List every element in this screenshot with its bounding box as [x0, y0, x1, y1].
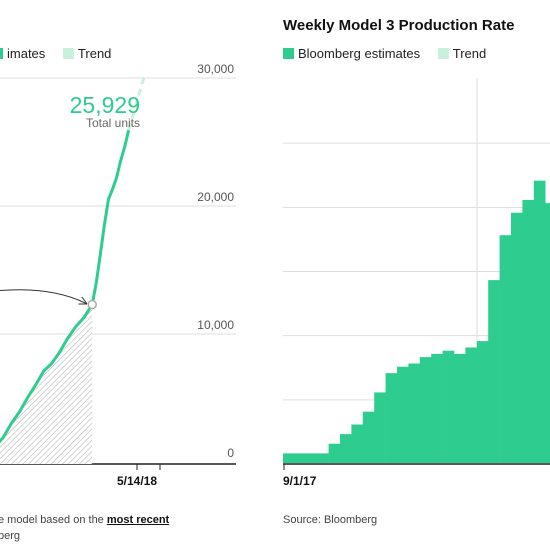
weekly-bar	[328, 443, 341, 463]
right-source: Source: Bloomberg	[283, 514, 378, 526]
estimates-line	[0, 129, 131, 444]
legend-label-trend: Trend	[77, 46, 112, 61]
weekly-bar	[283, 453, 295, 463]
weekly-bar	[408, 363, 421, 463]
weekly-bar	[317, 453, 329, 463]
trend-swatch	[437, 48, 449, 59]
weekly-bar	[431, 353, 443, 463]
weekly-bar	[511, 212, 523, 463]
right-x-tick-label: 9/1/17	[283, 474, 317, 488]
left-y-tick-label: 10,000	[197, 318, 234, 332]
past-hatched-area	[0, 304, 93, 464]
weekly-bar	[476, 341, 489, 463]
right-chart-title: Weekly Model 3 Production Rate	[283, 17, 515, 34]
weekly-bar	[419, 357, 432, 463]
left-y-tick-label: 0	[227, 446, 234, 460]
legend-item-estimates: imates	[0, 46, 45, 61]
left-y-tick-label: 30,000	[197, 62, 234, 76]
weekly-bar	[397, 366, 409, 463]
legend-item-trend: Trend	[62, 46, 112, 61]
trend-swatch	[62, 48, 74, 59]
weekly-bar	[442, 350, 455, 463]
weekly-bar	[522, 199, 535, 463]
weekly-bar	[465, 347, 478, 463]
marker-point	[87, 299, 97, 310]
legend-label-trend: Trend	[452, 46, 487, 61]
weekly-bar	[305, 453, 318, 463]
left-y-tick-label: 20,000	[197, 190, 234, 204]
estimates-swatch	[0, 48, 3, 59]
weekly-bar	[340, 434, 352, 463]
right-legend: Bloomberg estimates Trend	[283, 46, 500, 61]
legend-label-estimates: Bloomberg estimates	[298, 46, 421, 61]
legend-item-trend: Trend	[437, 46, 487, 61]
weekly-bar	[362, 411, 375, 463]
total-units-label: Total units	[86, 116, 140, 130]
weekly-bar	[294, 453, 307, 463]
trend-line	[127, 73, 147, 131]
weekly-bar	[533, 180, 546, 463]
weekly-bar	[454, 353, 466, 463]
left-legend: imates Trend	[0, 46, 125, 61]
weekly-bar	[374, 392, 386, 463]
footnote-text: e model based on the	[0, 514, 107, 526]
legend-label-estimates: imates	[7, 46, 46, 61]
weekly-bar	[385, 373, 398, 463]
left-x-tick-label: 5/14/18	[117, 474, 157, 488]
weekly-bar	[545, 203, 550, 463]
annotation-arrow	[0, 289, 86, 304]
weekly-bar	[499, 235, 512, 463]
total-units-value: 25,929	[70, 92, 140, 118]
most-recent-link[interactable]: most recent	[106, 514, 170, 526]
left-source: berg	[0, 530, 21, 542]
left-footnote: e model based on the most recent	[0, 514, 169, 526]
weekly-bar	[488, 280, 500, 463]
estimates-swatch	[283, 48, 294, 59]
legend-item-estimates: Bloomberg estimates	[283, 46, 420, 61]
weekly-bar	[351, 424, 364, 463]
